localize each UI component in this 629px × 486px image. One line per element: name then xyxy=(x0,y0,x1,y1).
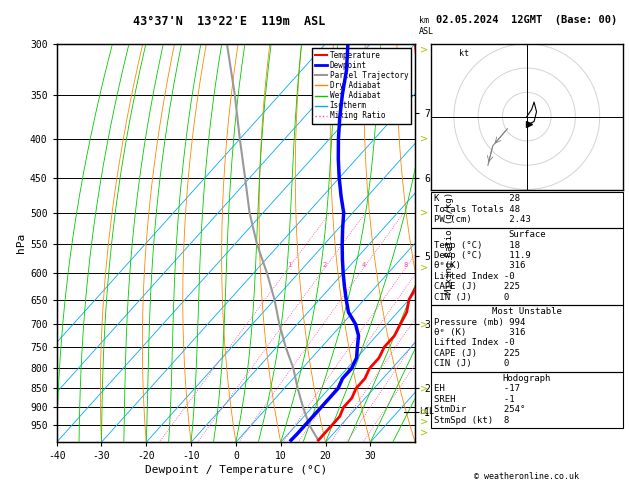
Text: 43°37'N  13°22'E  119m  ASL: 43°37'N 13°22'E 119m ASL xyxy=(133,15,325,28)
Text: 1: 1 xyxy=(287,261,291,268)
Text: >: > xyxy=(420,208,428,218)
Text: StmDir       254°: StmDir 254° xyxy=(434,405,525,414)
X-axis label: Dewpoint / Temperature (°C): Dewpoint / Temperature (°C) xyxy=(145,466,327,475)
Text: PW (cm)       2.43: PW (cm) 2.43 xyxy=(434,215,531,225)
Text: Hodograph: Hodograph xyxy=(503,374,551,383)
Y-axis label: hPa: hPa xyxy=(16,233,26,253)
Text: Dewp (°C)     11.9: Dewp (°C) 11.9 xyxy=(434,251,531,260)
Text: Most Unstable: Most Unstable xyxy=(492,307,562,316)
Text: CAPE (J)     225: CAPE (J) 225 xyxy=(434,282,520,292)
Text: >: > xyxy=(420,319,428,329)
Text: LCL: LCL xyxy=(419,407,434,417)
Legend: Temperature, Dewpoint, Parcel Trajectory, Dry Adiabat, Wet Adiabat, Isotherm, Mi: Temperature, Dewpoint, Parcel Trajectory… xyxy=(312,48,411,123)
Text: >: > xyxy=(420,134,428,144)
Text: 4: 4 xyxy=(362,261,366,268)
Text: Totals Totals 48: Totals Totals 48 xyxy=(434,205,520,214)
Text: CIN (J)      0: CIN (J) 0 xyxy=(434,360,509,368)
Text: km
ASL: km ASL xyxy=(419,17,434,36)
Text: Lifted Index -0: Lifted Index -0 xyxy=(434,272,515,281)
Text: CAPE (J)     225: CAPE (J) 225 xyxy=(434,349,520,358)
Text: 8: 8 xyxy=(404,261,408,268)
Text: SREH         -1: SREH -1 xyxy=(434,395,515,404)
Text: θᵉ (K)        316: θᵉ (K) 316 xyxy=(434,328,525,337)
Text: kt: kt xyxy=(459,49,469,58)
Text: >: > xyxy=(420,417,428,427)
Text: >: > xyxy=(420,44,428,54)
Text: θᵉ(K)         316: θᵉ(K) 316 xyxy=(434,261,525,271)
Text: >: > xyxy=(420,427,428,437)
Text: >: > xyxy=(420,383,428,394)
Text: Temp (°C)     18: Temp (°C) 18 xyxy=(434,241,520,250)
Text: Surface: Surface xyxy=(508,230,545,239)
Text: >: > xyxy=(420,262,428,273)
Text: © weatheronline.co.uk: © weatheronline.co.uk xyxy=(474,472,579,481)
Text: Pressure (mb) 994: Pressure (mb) 994 xyxy=(434,318,525,327)
Text: Lifted Index -0: Lifted Index -0 xyxy=(434,338,515,347)
Text: EH           -17: EH -17 xyxy=(434,384,520,393)
Text: Mixing Ratio (g/kg): Mixing Ratio (g/kg) xyxy=(445,192,454,294)
Text: >: > xyxy=(420,407,428,417)
Text: StmSpd (kt)  8: StmSpd (kt) 8 xyxy=(434,416,509,425)
Text: 02.05.2024  12GMT  (Base: 00): 02.05.2024 12GMT (Base: 00) xyxy=(436,15,618,25)
Text: 2: 2 xyxy=(323,261,327,268)
Text: CIN (J)      0: CIN (J) 0 xyxy=(434,293,509,302)
Text: K             28: K 28 xyxy=(434,194,520,204)
